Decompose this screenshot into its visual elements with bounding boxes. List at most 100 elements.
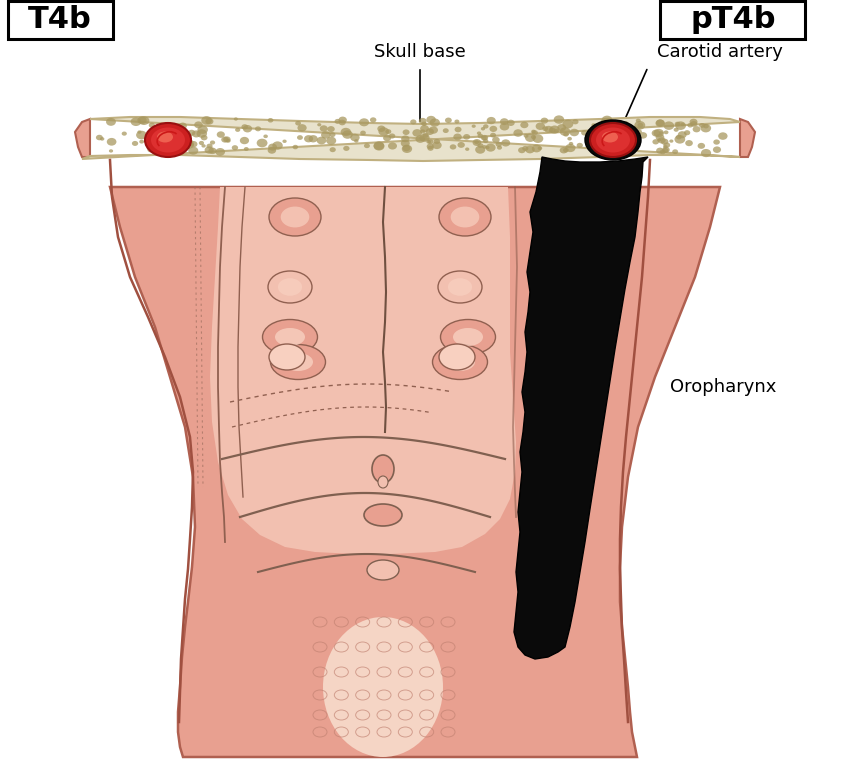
Polygon shape: [82, 117, 740, 161]
Ellipse shape: [630, 126, 638, 132]
Ellipse shape: [283, 140, 287, 143]
Ellipse shape: [614, 138, 620, 143]
Ellipse shape: [448, 278, 472, 296]
Ellipse shape: [663, 130, 668, 134]
Ellipse shape: [295, 121, 301, 126]
Ellipse shape: [560, 147, 568, 153]
Ellipse shape: [255, 127, 261, 131]
Ellipse shape: [256, 139, 267, 147]
Ellipse shape: [293, 145, 298, 150]
Ellipse shape: [490, 133, 496, 137]
Ellipse shape: [166, 150, 170, 153]
Ellipse shape: [420, 125, 429, 132]
Ellipse shape: [663, 145, 667, 149]
Ellipse shape: [669, 140, 673, 143]
Ellipse shape: [659, 131, 663, 134]
Ellipse shape: [590, 123, 636, 157]
Ellipse shape: [269, 344, 305, 370]
Ellipse shape: [139, 117, 150, 125]
Ellipse shape: [538, 146, 542, 150]
Ellipse shape: [674, 135, 685, 143]
Ellipse shape: [188, 140, 194, 144]
Ellipse shape: [109, 150, 113, 153]
Ellipse shape: [482, 137, 486, 140]
Ellipse shape: [427, 140, 433, 144]
Ellipse shape: [713, 140, 720, 145]
Ellipse shape: [415, 135, 425, 143]
Ellipse shape: [605, 127, 610, 131]
Ellipse shape: [106, 118, 116, 126]
Ellipse shape: [602, 140, 607, 143]
Ellipse shape: [635, 129, 642, 134]
Ellipse shape: [454, 127, 462, 132]
Ellipse shape: [572, 119, 579, 124]
Ellipse shape: [661, 139, 668, 145]
Ellipse shape: [271, 344, 326, 380]
Ellipse shape: [267, 147, 276, 153]
Text: pT4b: pT4b: [690, 5, 776, 35]
Ellipse shape: [453, 133, 462, 140]
Ellipse shape: [674, 122, 680, 127]
Ellipse shape: [700, 124, 711, 133]
Ellipse shape: [226, 139, 231, 143]
Ellipse shape: [675, 121, 686, 130]
Ellipse shape: [591, 123, 596, 127]
Ellipse shape: [367, 560, 399, 580]
Ellipse shape: [350, 133, 360, 141]
Ellipse shape: [569, 129, 579, 137]
Ellipse shape: [244, 147, 249, 151]
Ellipse shape: [432, 141, 442, 149]
Ellipse shape: [232, 145, 238, 150]
Ellipse shape: [317, 123, 321, 127]
Ellipse shape: [657, 139, 662, 142]
Ellipse shape: [192, 130, 201, 137]
Ellipse shape: [329, 132, 336, 137]
Ellipse shape: [441, 320, 496, 354]
Ellipse shape: [660, 150, 666, 154]
Ellipse shape: [423, 133, 429, 138]
Ellipse shape: [600, 119, 611, 127]
Ellipse shape: [196, 130, 207, 138]
Ellipse shape: [565, 144, 575, 152]
Ellipse shape: [563, 120, 574, 128]
Ellipse shape: [181, 132, 192, 140]
Ellipse shape: [157, 151, 161, 155]
Ellipse shape: [283, 353, 313, 371]
Ellipse shape: [492, 137, 500, 143]
Ellipse shape: [157, 131, 173, 143]
Polygon shape: [75, 119, 90, 157]
Ellipse shape: [549, 127, 556, 133]
Ellipse shape: [201, 116, 212, 125]
Ellipse shape: [426, 140, 431, 143]
Ellipse shape: [298, 124, 307, 132]
Ellipse shape: [684, 130, 690, 135]
Ellipse shape: [525, 146, 535, 153]
Ellipse shape: [542, 127, 548, 131]
Ellipse shape: [607, 145, 618, 153]
Ellipse shape: [420, 133, 430, 142]
FancyBboxPatch shape: [660, 1, 805, 39]
Ellipse shape: [235, 128, 240, 132]
Ellipse shape: [208, 147, 217, 154]
Ellipse shape: [378, 476, 388, 488]
Polygon shape: [110, 187, 720, 757]
Ellipse shape: [522, 146, 529, 151]
Ellipse shape: [241, 124, 248, 130]
Ellipse shape: [152, 132, 157, 136]
Ellipse shape: [507, 120, 514, 126]
Ellipse shape: [174, 146, 185, 155]
Ellipse shape: [377, 126, 386, 132]
Polygon shape: [514, 157, 648, 659]
Ellipse shape: [596, 142, 607, 150]
Ellipse shape: [277, 278, 302, 296]
Ellipse shape: [439, 198, 491, 236]
Ellipse shape: [321, 131, 331, 139]
Ellipse shape: [372, 455, 394, 483]
Ellipse shape: [531, 130, 536, 133]
Ellipse shape: [623, 148, 632, 156]
Ellipse shape: [611, 138, 616, 142]
Ellipse shape: [96, 135, 103, 140]
Ellipse shape: [383, 135, 391, 141]
Ellipse shape: [541, 117, 548, 123]
Ellipse shape: [262, 320, 317, 354]
